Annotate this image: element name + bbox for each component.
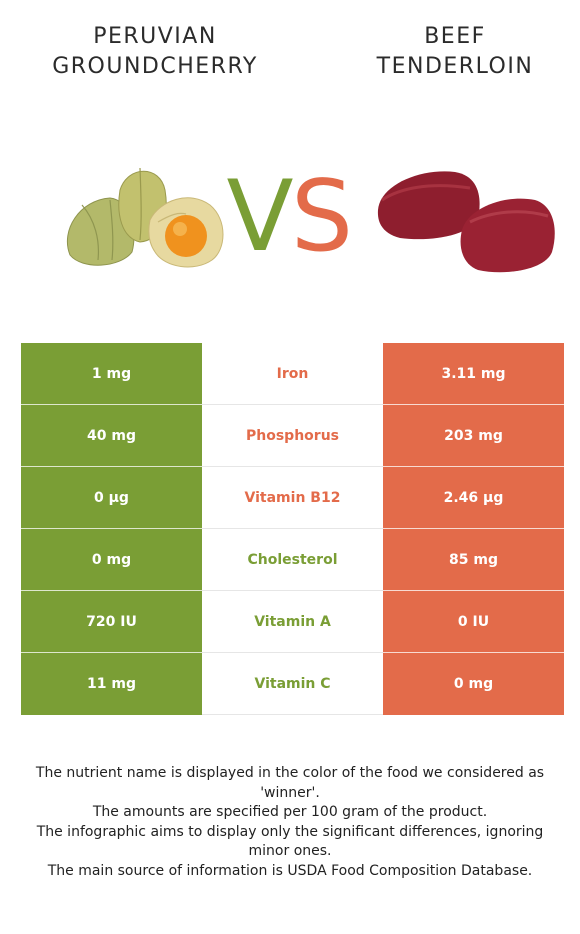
- left-food-value: 1 mg: [21, 343, 202, 405]
- food-images: [66, 167, 555, 273]
- nutrient-name: Vitamin B12: [202, 466, 383, 529]
- footer-note-differences: The infographic aims to display only the…: [36, 823, 544, 860]
- comparison-row: 0 µg Vitamin B12 2.46 µg: [21, 466, 564, 529]
- groundcherry-image: [66, 167, 224, 268]
- footer-note-source: The main source of information is USDA F…: [47, 862, 533, 879]
- nutrient-name: Cholesterol: [202, 528, 383, 591]
- left-food-value: 11 mg: [21, 652, 202, 715]
- nutrient-name: Vitamin C: [202, 652, 383, 715]
- vs-v-letter: V: [226, 164, 293, 264]
- left-food-title-line-2: GROUNDCHERRY: [52, 54, 258, 79]
- left-food-value: 40 mg: [21, 404, 202, 467]
- footer-note-winner: The nutrient name is displayed in the co…: [35, 765, 545, 801]
- left-food-value: 0 µg: [21, 466, 202, 529]
- beef-tenderloin-image: [377, 171, 555, 273]
- left-food-value: 0 mg: [21, 528, 202, 591]
- vs-s-letter: S: [291, 164, 352, 264]
- footer-notes: The nutrient name is displayed in the co…: [20, 764, 560, 881]
- vs-graphic: V S: [226, 164, 352, 264]
- right-food-title-line-1: BEEF: [424, 24, 486, 49]
- comparison-row: 1 mg Iron 3.11 mg: [21, 343, 564, 405]
- comparison-row: 40 mg Phosphorus 203 mg: [21, 404, 564, 467]
- left-food-title-line-1: PERUVIAN: [93, 24, 217, 49]
- nutrient-name: Vitamin A: [202, 590, 383, 653]
- footer-note-per-100g: The amounts are specified per 100 gram o…: [92, 804, 488, 820]
- right-food-value: 0 IU: [383, 590, 564, 653]
- right-food-value: 203 mg: [383, 404, 564, 467]
- nutrient-name: Iron: [202, 343, 383, 405]
- nutrient-name: Phosphorus: [202, 404, 383, 467]
- comparison-table: 1 mg Iron 3.11 mg 40 mg Phosphorus 203 mg 0 µg…: [21, 343, 564, 715]
- right-food-value: 2.46 µg: [383, 466, 564, 529]
- right-food-title-line-2: TENDERLOIN: [376, 54, 534, 79]
- right-food-value: 85 mg: [383, 528, 564, 591]
- comparison-row: 0 mg Cholesterol 85 mg: [21, 528, 564, 591]
- right-food-value: 3.11 mg: [383, 343, 564, 405]
- left-food-title: PERUVIAN GROUNDCHERRY: [30, 22, 280, 82]
- right-food-value: 0 mg: [383, 652, 564, 715]
- left-food-value: 720 IU: [21, 590, 202, 653]
- right-food-title: BEEF TENDERLOIN: [340, 22, 570, 82]
